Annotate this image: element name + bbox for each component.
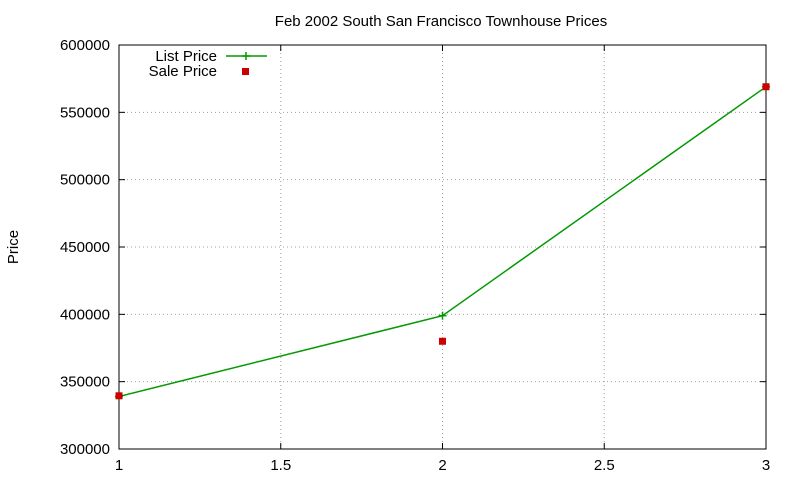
legend: List Price Sale Price [149,48,267,80]
y-tick-labels: 300000 350000 400000 450000 500000 550000 6000… [60,37,110,458]
y-tick-label: 300000 [60,441,110,458]
data-point-sale-price [439,337,446,345]
grid [119,45,766,449]
legend-label-sale-price: Sale Price [149,63,217,80]
x-tick-label: 2.5 [594,457,615,474]
y-tick-label: 400000 [60,306,110,323]
x-tick-label: 1.5 [270,457,291,474]
data-point-sale-price [115,392,123,400]
x-tick-labels: 1 1.5 2 2.5 3 [115,457,770,474]
chart-title: Feb 2002 South San Francisco Townhouse P… [275,13,607,30]
y-axis-label: Price [5,230,22,264]
legend-marker-list-price [242,52,250,60]
legend-label-list-price: List Price [155,48,217,65]
y-tick-label: 550000 [60,104,110,121]
ticks [118,44,767,450]
series-sale-price [115,83,770,400]
y-tick-label: 500000 [60,172,110,189]
y-tick-label: 350000 [60,374,110,391]
data-point-list-price [438,311,447,320]
x-tick-label: 2 [438,457,446,474]
x-tick-label: 1 [115,457,123,474]
y-tick-label: 450000 [60,239,110,256]
series [115,82,770,401]
data-point-sale-price [762,83,770,91]
y-tick-label: 600000 [60,37,110,54]
x-tick-label: 3 [762,457,770,474]
legend-marker-sale-price [242,68,249,75]
